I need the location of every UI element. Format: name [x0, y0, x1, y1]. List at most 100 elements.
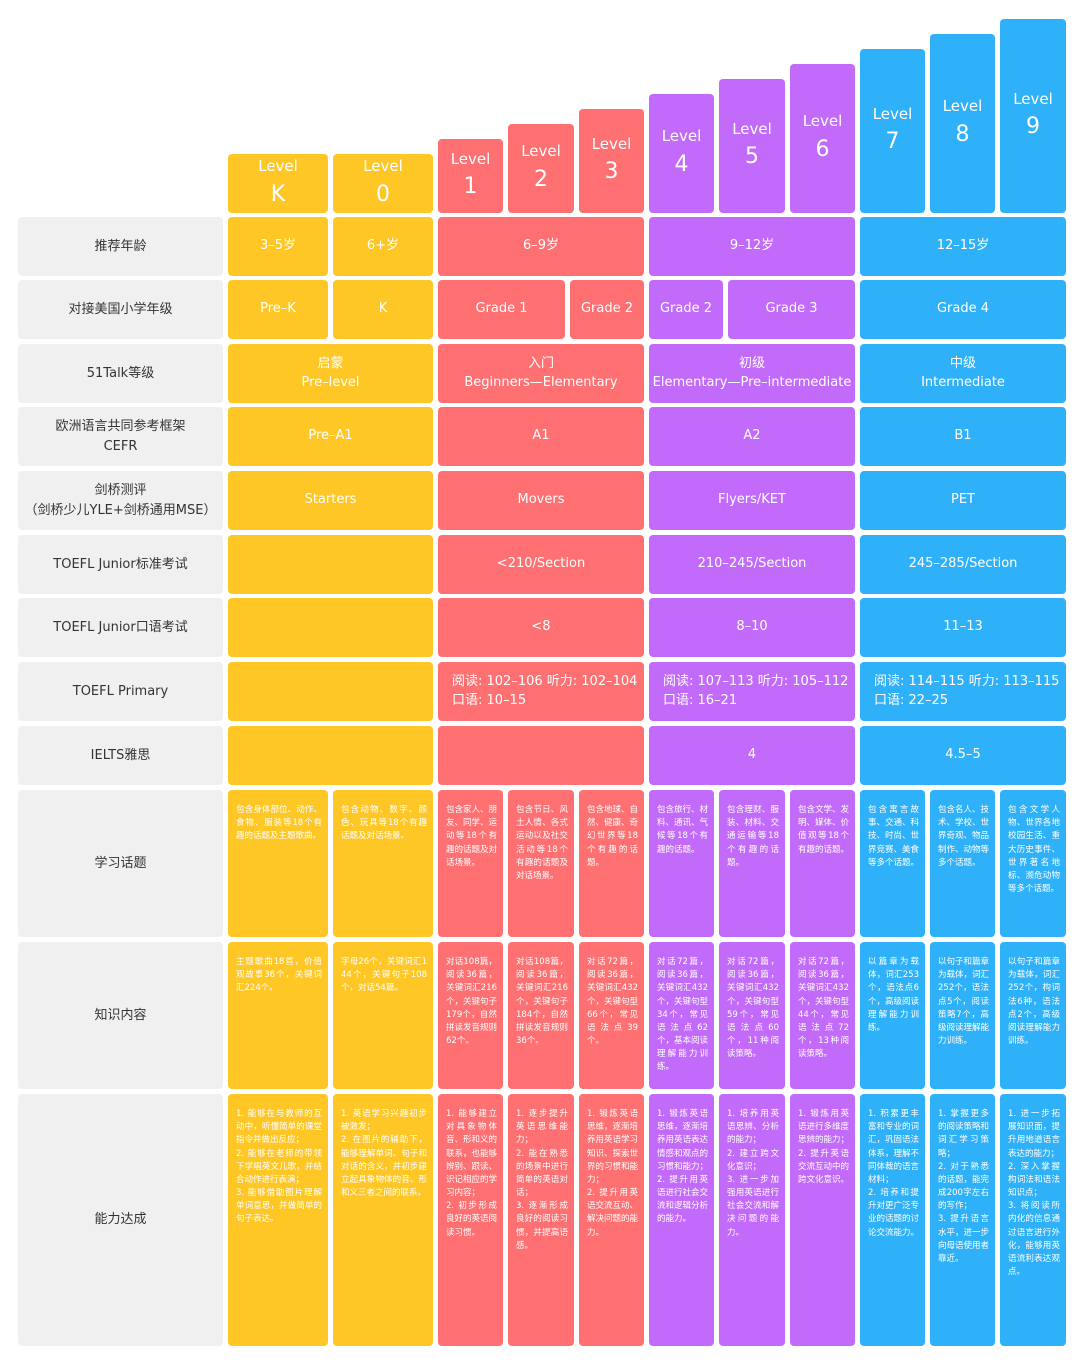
age-cell: 3–5岁: [228, 217, 328, 276]
age-cell: 12–15岁: [860, 217, 1066, 276]
level-number: 6: [815, 136, 830, 162]
row-label-age: 推荐年龄: [18, 217, 223, 276]
level-number: 0: [376, 181, 390, 207]
level-header-2: Level 2: [508, 124, 574, 213]
level-word: Level: [802, 112, 843, 131]
level-word: Level: [521, 142, 561, 161]
level-header-k: Level K: [228, 154, 328, 213]
topics-cell: 包含文学人物、世界各地校园生活、重大历史事件、世界著名地标、濒危动物等多个话题。: [1000, 790, 1066, 937]
knowledge-cell: 对话72篇，阅读36篇，关键词汇432个，关键句型44个，常见语法点72个，13…: [790, 942, 855, 1089]
row-label-toefl-primary: TOEFL Primary: [18, 662, 223, 721]
level-word: Level: [1013, 89, 1053, 108]
ability-cell: 1. 进一步拓展知识面，提升用地道语言表达的能力； 2. 深入掌握构词法和语法知…: [1000, 1094, 1066, 1346]
toefl-primary-cell: 阅读: 102–106 听力: 102–104 口语: 10–15: [438, 662, 644, 721]
toefl-junior-standard-cell: 245–285/Section: [860, 535, 1066, 594]
ability-cell: 1. 积累更丰富和专业的词汇，巩固语法体系，理解不同体裁的语言材料； 2. 培养…: [860, 1094, 925, 1346]
ability-cell: 1. 英语学习兴趣初步被激发； 2. 在图片的辅助下，能够理解单词、句子和对话的…: [333, 1094, 433, 1346]
toefl-junior-oral-cell: <8: [438, 598, 644, 657]
topics-cell: 包含名人、技术、学校、世界奇观、物品制作、动物等多个话题。: [930, 790, 995, 937]
toefl-primary-cell: 阅读: 107–113 听力: 105–112 口语: 16–21: [649, 662, 855, 721]
talk-level-cell: 初级 Elementary—Pre–intermediate: [649, 344, 855, 403]
cambridge-cell: Starters: [228, 471, 433, 530]
knowledge-cell: 以篇章为载体，词汇253个，语法点6个，高级阅读理解能力训练。: [860, 942, 925, 1089]
level-word: Level: [258, 157, 298, 176]
toefl-junior-oral-cell: 11–13: [860, 598, 1066, 657]
row-label-51talk: 51Talk等级: [18, 344, 223, 403]
knowledge-cell: 主题歌曲18首，价值观故事36个，关键词汇224个。: [228, 942, 328, 1089]
level-word: Level: [450, 149, 491, 168]
toefl-junior-standard-cell: <210/Section: [438, 535, 644, 594]
ability-cell: 1. 掌握更多的阅读策略和词汇学习策略； 2. 对于熟悉的话题，能完成200字左…: [930, 1094, 995, 1346]
cefr-cell: A1: [438, 407, 644, 466]
topics-cell: 包含身体部位、动作、食物、服装等18个有趣的话题及主题歌曲。: [228, 790, 328, 937]
knowledge-cell: 以句子和篇章为载体，词汇252个，构词法6种，语法点2个，高级阅读理解能力训练。: [1000, 942, 1066, 1089]
ielts-cell: [438, 726, 644, 785]
grade-cell: Grade 2: [649, 280, 723, 339]
row-label-cefr: 欧洲语言共同参考框架 CEFR: [18, 407, 223, 466]
level-word: Level: [591, 134, 632, 153]
row-label-topics: 学习话题: [18, 790, 223, 937]
talk-level-cn: 中级: [949, 355, 976, 371]
level-header-4: Level 4: [649, 94, 714, 213]
knowledge-cell: 对话72篇，阅读36篇，关键词汇432个，关键句型34个，常见语法点62个，基本…: [649, 942, 714, 1089]
level-header-0: Level 0: [333, 154, 433, 213]
talk-level-en: Intermediate: [921, 374, 1005, 390]
ielts-cell: 4.5–5: [860, 726, 1066, 785]
level-number: 2: [534, 166, 548, 192]
level-header-3: Level 3: [579, 109, 644, 213]
ability-cell: 1. 锻炼英语思维，逐渐培养用英语表达情感和观点的习惯和能力； 2. 提升用英语…: [649, 1094, 714, 1346]
level-word: Level: [732, 119, 772, 138]
cefr-cell: A2: [649, 407, 855, 466]
talk-level-cn: 初级: [738, 355, 765, 371]
talk-level-cell: 启蒙 Pre–level: [228, 344, 433, 403]
level-number: 4: [674, 151, 689, 177]
talk-level-en: Pre–level: [301, 374, 360, 390]
cambridge-cell: Flyers/KET: [649, 471, 855, 530]
level-number: 7: [885, 129, 900, 155]
row-label-ability: 能力达成: [18, 1094, 223, 1346]
ability-cell: 1. 能够在与教师的互动中，听懂简单的课堂指令并做出反应； 2. 能够在老师的带…: [228, 1094, 328, 1346]
ability-cell: 1. 逐步提升英语思维能力； 2. 能在熟悉的场景中进行简单的英语对话； 3. …: [508, 1094, 574, 1346]
row-label-grade: 对接美国小学年级: [18, 280, 223, 339]
toefl-primary-cell: [228, 662, 433, 721]
ability-cell: 1. 锻炼英语思维，逐渐培养用英语学习知识、探索世界的习惯和能力； 2. 提升用…: [579, 1094, 644, 1346]
grade-cell: K: [333, 280, 433, 339]
cambridge-cell: PET: [860, 471, 1066, 530]
level-header-6: Level 6: [790, 64, 855, 213]
level-number: 8: [955, 121, 970, 147]
row-label-toefl-junior-standard: TOEFL Junior标准考试: [18, 535, 223, 594]
level-number: K: [270, 181, 286, 207]
level-number: 5: [745, 144, 759, 170]
cambridge-cell: Movers: [438, 471, 644, 530]
talk-level-cn: 入门: [527, 355, 554, 371]
level-word: Level: [942, 97, 983, 116]
ielts-cell: [228, 726, 433, 785]
cefr-cell: B1: [860, 407, 1066, 466]
knowledge-cell: 字母26个，关键词汇144个，关键句子108个，对话54篇。: [333, 942, 433, 1089]
row-label-cambridge: 剑桥测评 （剑桥少儿YLE+剑桥通用MSE）: [18, 471, 223, 530]
talk-level-cell: 入门 Beginners—Elementary: [438, 344, 644, 403]
topics-cell: 包含地球、自然、健康、奇幻世界等18个有趣的话题。: [579, 790, 644, 937]
knowledge-cell: 对话72篇，阅读36篇，关键词汇432个，关键句型59个，常见语法点60个，11…: [719, 942, 785, 1089]
knowledge-cell: 对话72篇，阅读36篇，关键词汇432个，关键句型66个，常见语法点39个。: [579, 942, 644, 1089]
row-label-ielts: IELTS雅思: [18, 726, 223, 785]
topics-cell: 包含节日、风土人情、各式运动以及社交活动等18个有趣的话题及对话场景。: [508, 790, 574, 937]
ielts-cell: 4: [649, 726, 855, 785]
talk-level-en: Beginners—Elementary: [464, 374, 618, 390]
level-header-1: Level 1: [438, 139, 503, 213]
grade-cell: Grade 4: [860, 280, 1066, 339]
toefl-junior-oral-cell: [228, 598, 433, 657]
toefl-junior-standard-cell: [228, 535, 433, 594]
level-word: Level: [661, 127, 702, 146]
level-header-5: Level 5: [719, 79, 785, 213]
toefl-junior-oral-cell: 8–10: [649, 598, 855, 657]
toefl-primary-cell: 阅读: 114–115 听力: 113–115 口语: 22–25: [860, 662, 1066, 721]
level-header-8: Level 8: [930, 34, 995, 213]
topics-cell: 包含家人、朋友、同学、运动等18个有趣的话题及对话场景。: [438, 790, 503, 937]
row-label-knowledge: 知识内容: [18, 942, 223, 1089]
level-header-7: Level 7: [860, 49, 925, 213]
knowledge-cell: 对话108篇，阅读36篇，关键词汇216个，关键句子179个，自然拼读发音规则6…: [438, 942, 503, 1089]
ability-cell: 1. 锻炼用英语进行多维度思辨的能力； 2. 提升英语交流互动中的跨文化意识。: [790, 1094, 855, 1346]
knowledge-cell: 以句子和篇章为载体，词汇252个，语法点5个，阅读策略7个，高级阅读理解能力训练…: [930, 942, 995, 1089]
level-word: Level: [872, 104, 913, 123]
